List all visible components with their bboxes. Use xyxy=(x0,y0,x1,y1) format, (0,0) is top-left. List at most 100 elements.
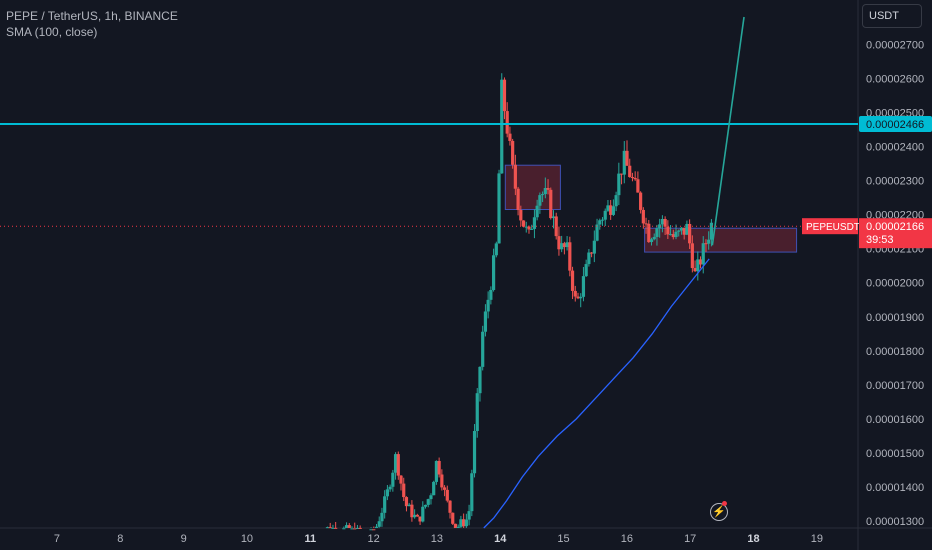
price-tick-label: 0.00001600 xyxy=(866,414,924,426)
candle-body xyxy=(584,264,588,277)
candle-body xyxy=(655,228,659,237)
lightning-icon[interactable]: ⚡ xyxy=(710,503,728,521)
candle-body xyxy=(325,527,330,529)
sma-line[interactable] xyxy=(483,258,710,529)
candle-body xyxy=(619,173,624,175)
candle-body xyxy=(636,179,640,193)
candle-body xyxy=(342,528,346,530)
candle-body xyxy=(560,243,564,250)
candle-body xyxy=(331,527,335,529)
symbol-title[interactable]: PEPE / TetherUS, 1h, BINANCE xyxy=(6,9,178,23)
time-tick-label: 19 xyxy=(811,533,823,545)
candle-body xyxy=(421,506,425,522)
candle-body xyxy=(630,177,635,179)
candle-body xyxy=(350,528,354,530)
candle-body xyxy=(464,519,468,527)
candle-body xyxy=(568,242,572,271)
candle-body xyxy=(696,259,700,272)
candle-body xyxy=(709,222,714,240)
candle-body xyxy=(527,226,531,230)
candle-body xyxy=(660,218,665,225)
candle-body xyxy=(590,252,594,254)
candle-body xyxy=(625,150,629,166)
candle-body xyxy=(413,514,417,518)
candle-body xyxy=(440,474,444,488)
candle-body xyxy=(595,224,599,241)
candle-body xyxy=(685,223,689,235)
candle-body xyxy=(437,460,441,475)
candle-body xyxy=(603,210,607,220)
candle-body xyxy=(633,177,637,180)
candle-body xyxy=(374,526,379,528)
candle-body xyxy=(459,519,463,527)
price-tick-label: 0.00002300 xyxy=(866,176,924,188)
candle-body xyxy=(535,205,539,218)
candle-body xyxy=(674,231,678,238)
candle-body xyxy=(649,239,654,243)
candle-body xyxy=(486,299,490,312)
candle-body xyxy=(600,219,605,221)
time-tick-label: 12 xyxy=(367,533,379,545)
candle-body xyxy=(668,234,673,236)
candle-body xyxy=(491,255,496,290)
currency-unit-button[interactable]: USDT xyxy=(862,4,922,28)
price-tick-label: 0.00002600 xyxy=(866,73,924,85)
time-tick-label: 16 xyxy=(621,533,633,545)
candle-body xyxy=(519,210,523,221)
candle-body xyxy=(579,296,583,299)
candle-body xyxy=(693,268,697,272)
price-tick-label: 0.00001900 xyxy=(866,312,924,324)
candle-body xyxy=(690,243,694,269)
candle-body xyxy=(472,430,477,474)
time-tick-label: 14 xyxy=(494,533,507,545)
price-scale-background[interactable] xyxy=(858,0,932,528)
candle-body xyxy=(481,331,485,367)
candle-body xyxy=(565,242,569,248)
price-tick-label: 0.00001700 xyxy=(866,380,924,392)
candle-body xyxy=(688,223,692,244)
candle-body xyxy=(334,527,338,529)
price-tick-label: 0.00001500 xyxy=(866,448,924,460)
candle-body xyxy=(429,495,433,500)
projection-line[interactable] xyxy=(711,16,745,246)
candle-body xyxy=(380,512,384,522)
candle-body xyxy=(609,205,613,215)
chart-legend: PEPE / TetherUS, 1h, BINANCE SMA (100, c… xyxy=(6,8,178,40)
candle-body xyxy=(497,173,501,244)
candle-body xyxy=(701,243,705,265)
candle-body xyxy=(516,188,520,211)
candle-body xyxy=(546,188,550,190)
indicator-title[interactable]: SMA (100, close) xyxy=(6,25,98,39)
time-tick-label: 11 xyxy=(304,533,316,545)
candle-body xyxy=(538,195,542,206)
time-scale-background[interactable] xyxy=(0,528,932,550)
candle-body xyxy=(614,195,618,207)
candle-body xyxy=(456,526,460,528)
candle-body xyxy=(508,133,512,141)
candle-body xyxy=(677,230,681,232)
symbol-badge xyxy=(802,218,858,235)
candle-body xyxy=(410,504,414,518)
candle-body xyxy=(587,252,591,265)
candle-body xyxy=(404,497,409,507)
candle-body xyxy=(328,527,332,529)
candle-body xyxy=(663,218,667,227)
candle-body xyxy=(475,393,479,431)
time-tick-label: 9 xyxy=(181,533,187,545)
candle-body xyxy=(478,366,482,394)
alert-dot-icon xyxy=(722,501,727,506)
resistance-price-label: 0.00002466 xyxy=(866,119,924,131)
price-tick-label: 0.00001300 xyxy=(866,516,924,528)
candle-body xyxy=(551,216,556,219)
candle-body xyxy=(402,483,406,498)
candle-body xyxy=(532,217,537,229)
candle-body xyxy=(570,270,575,291)
candle-body xyxy=(513,164,517,189)
candle-body xyxy=(622,150,626,175)
candle-body xyxy=(355,527,360,529)
candle-body xyxy=(644,223,648,225)
candle-body xyxy=(358,527,362,529)
candle-body xyxy=(576,296,580,299)
candle-body xyxy=(502,79,507,112)
